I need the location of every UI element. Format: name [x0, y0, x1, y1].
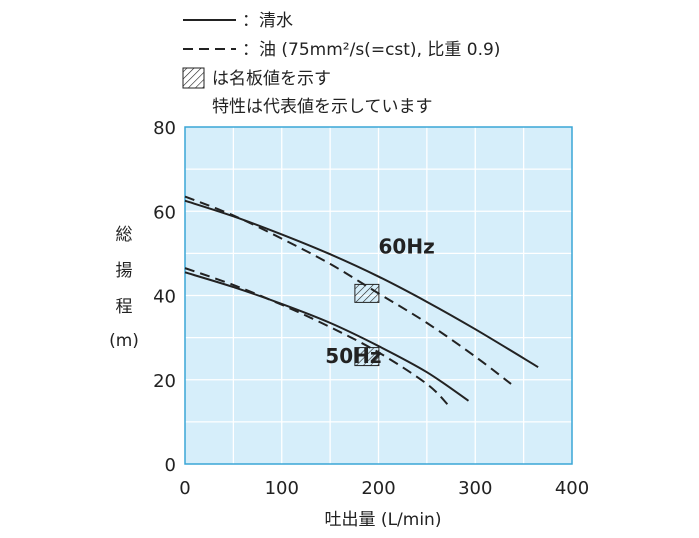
series-lines [184, 195, 539, 406]
legend-rated-text: は名板値を示す [212, 69, 331, 89]
rated-points [354, 283, 380, 367]
rated-point-hatch [354, 283, 380, 303]
y-tick-label: 60 [153, 202, 176, 223]
y-axis-label-char: 程 [116, 297, 133, 317]
series-50hz-water-line [184, 271, 470, 402]
y-axis-label: 総 揚 程 (m) [109, 225, 139, 351]
x-tick-label: 400 [555, 478, 589, 499]
rated-point-hatch [354, 347, 380, 367]
gridlines [185, 127, 572, 464]
y-axis-label-char: 総 [116, 225, 133, 245]
x-tick-label: 300 [458, 478, 492, 499]
x-axis-label: 吐出量 (L/min) [325, 510, 442, 530]
legend-oil-text: ：油 (75mm²/s(=cst), 比重 0.9) [242, 40, 500, 60]
plot-frame [184, 126, 573, 465]
series-label-50hz: 50Hz [325, 344, 381, 368]
legend-note-text: 特性は代表値を示しています [212, 97, 433, 117]
y-tick-label: 40 [153, 287, 176, 308]
y-tick-label: 0 [165, 455, 176, 476]
x-tick-label: 100 [265, 478, 299, 499]
x-tick-label: 200 [361, 478, 395, 499]
series-labels: 60Hz 50Hz [325, 234, 434, 368]
y-axis-label-char: (m) [109, 331, 139, 351]
x-tick-label: 0 [179, 478, 190, 499]
y-tick-label: 80 [153, 118, 176, 139]
y-tick-label: 20 [153, 371, 176, 392]
legend-hatch-swatch [182, 67, 205, 89]
legend: ：清水 ：油 (75mm²/s(=cst), 比重 0.9) は名板値を示す 特… [182, 11, 500, 117]
series-50hz-oil-line [184, 267, 449, 406]
series-label-60hz: 60Hz [379, 234, 435, 258]
axis-ticks: 0 100 200 300 400 0 20 40 60 80 [153, 118, 589, 499]
legend-fresh-water-text: ：清水 [242, 11, 293, 31]
series-60hz-oil-line [184, 195, 512, 385]
y-axis-label-char: 揚 [116, 261, 133, 281]
